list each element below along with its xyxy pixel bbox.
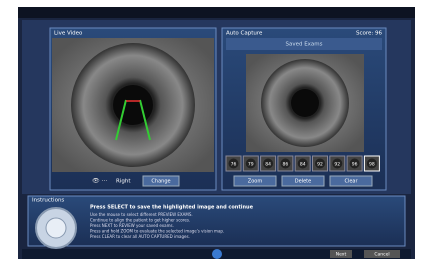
play-button[interactable] xyxy=(212,249,222,259)
eye-side: Right xyxy=(116,179,131,185)
instruction-line: Use the mouse to select different PREVIE… xyxy=(90,212,193,217)
thumbnail-score[interactable]: 96 xyxy=(352,162,358,168)
instruction-line: Press CLEAR to clear all AUTO CAPTURED i… xyxy=(90,234,190,239)
thumbnail-score[interactable]: 84 xyxy=(265,162,271,168)
panel-title: Live Video xyxy=(54,31,83,37)
pupil xyxy=(113,85,153,125)
thumbnail-score[interactable]: 98 xyxy=(369,162,375,168)
score: Score: 96 xyxy=(356,31,383,37)
pupil xyxy=(291,89,319,117)
thumbnail-score[interactable]: 92 xyxy=(317,162,323,168)
thumbnail-score[interactable]: 76 xyxy=(231,162,237,168)
app-window: Live Video 👁 ⋯ Right Change Auto Capture… xyxy=(0,0,423,265)
panel-title: Instructions xyxy=(32,198,64,204)
button-label[interactable]: Delete xyxy=(295,179,311,185)
page: Live Video 👁 ⋯ Right Change Auto Capture… xyxy=(0,0,423,265)
instruction-line: Press NEXT to REVIEW your saved exams. xyxy=(90,223,174,228)
eye-icon: 👁 ⋯ xyxy=(92,178,108,185)
instruction-line: Press and hold ZOOM to evaluate the sele… xyxy=(90,229,224,234)
select-icon-inner xyxy=(46,218,66,238)
button-label[interactable]: Cancel xyxy=(374,252,389,258)
saved-exams-label: Saved Exams xyxy=(285,42,322,48)
button-label[interactable]: Clear xyxy=(344,179,358,185)
panel-title: Auto Capture xyxy=(226,31,263,37)
button-label[interactable]: Next xyxy=(336,252,347,258)
thumbnail-score[interactable]: 79 xyxy=(248,162,254,168)
instructions-panel xyxy=(28,196,405,246)
thumbnail-score[interactable]: 86 xyxy=(283,162,289,168)
instruction-headline: Press SELECT to save the highlighted ima… xyxy=(90,205,254,211)
thumbnail-score[interactable]: 92 xyxy=(334,162,340,168)
title-bar xyxy=(18,7,415,18)
instruction-line: Continue to align the patient to get hig… xyxy=(90,218,190,223)
thumbnail-score[interactable]: 84 xyxy=(300,162,306,168)
button-label[interactable]: Zoom xyxy=(248,179,263,185)
button-label[interactable]: Change xyxy=(151,179,170,185)
